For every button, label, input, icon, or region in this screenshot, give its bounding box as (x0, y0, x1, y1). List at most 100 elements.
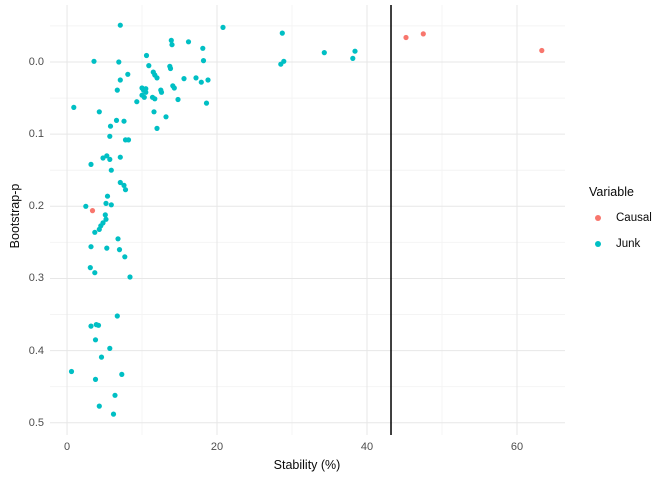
junk-point (104, 193, 111, 199)
junk-point (200, 58, 207, 64)
junk-point (103, 200, 109, 206)
junk-point (83, 203, 89, 209)
junk-point (114, 87, 120, 93)
x-tick-label: 60 (510, 441, 524, 453)
junk-point (158, 89, 165, 95)
causal-point (539, 47, 545, 54)
junk-point (193, 75, 199, 81)
junk-point (167, 65, 174, 72)
junk-point (104, 153, 110, 159)
legend-title: Variable (589, 185, 634, 199)
junk-point (141, 94, 147, 100)
junk-point (116, 59, 122, 65)
junk-point (71, 104, 77, 110)
junk-point (95, 322, 102, 328)
junk-point (321, 50, 327, 56)
junk-point (108, 167, 114, 173)
y-tick-label: 0.5 (28, 416, 44, 429)
y-axis-title: Bootstrap-p (8, 183, 22, 249)
junk-point (103, 216, 109, 222)
junk-point (152, 96, 158, 102)
junk-point (117, 77, 123, 83)
junk-point (112, 392, 118, 398)
junk-point (87, 265, 93, 271)
junk-point (168, 37, 174, 44)
causal-point (403, 34, 409, 41)
junk-point (116, 247, 123, 253)
junk-point (203, 100, 210, 106)
junk-point (198, 79, 204, 85)
x-tick-label: 20 (210, 441, 224, 453)
y-tick-label: 0.2 (28, 200, 44, 213)
junk-point (117, 154, 123, 160)
junk-point (163, 114, 169, 120)
junk-point (171, 85, 177, 91)
junk-point (68, 368, 75, 375)
junk-point-icon (595, 240, 601, 247)
junk-point (350, 55, 356, 62)
junk-point (143, 52, 150, 59)
causal-point-icon (595, 214, 601, 221)
junk-point (125, 71, 131, 77)
junk-point (154, 75, 160, 81)
junk-point (117, 22, 123, 28)
junk-point (107, 123, 114, 129)
junk-point (92, 337, 99, 343)
junk-point (181, 76, 187, 82)
junk-point (200, 45, 206, 51)
junk-point (96, 226, 102, 232)
junk-point (88, 323, 94, 329)
junk-point (108, 202, 114, 208)
junk-point (115, 236, 121, 242)
junk-point (185, 39, 192, 45)
y-tick-label: 0.1 (28, 128, 44, 141)
junk-point (352, 48, 358, 54)
legend: Variable Causal Junk (589, 185, 669, 251)
junk-point (113, 117, 120, 123)
junk-point (117, 179, 123, 186)
junk-point (104, 245, 110, 251)
legend-item-junk: Junk (589, 236, 669, 251)
junk-point (88, 244, 94, 250)
junk-point (151, 109, 157, 115)
junk-point (92, 270, 98, 276)
legend-item-causal: Causal (589, 210, 669, 225)
junk-point (107, 156, 113, 162)
junk-point (96, 109, 102, 115)
junk-point (121, 118, 127, 124)
junk-point (91, 58, 97, 64)
junk-point (98, 354, 105, 360)
junk-point (114, 313, 120, 319)
x-tick-label: 0 (63, 441, 71, 453)
junk-point (110, 411, 117, 417)
junk-point (205, 77, 211, 83)
junk-point (102, 212, 108, 218)
y-tick-label: 0.3 (28, 272, 44, 285)
junk-point (88, 161, 94, 167)
y-tick-label: 0.0 (28, 55, 44, 68)
junk-point (107, 133, 113, 139)
junk-point (146, 63, 152, 69)
junk-point (92, 376, 99, 382)
junk-point (100, 155, 106, 161)
legend-label-causal: Causal (616, 211, 652, 224)
junk-point (96, 403, 102, 409)
junk-point (127, 274, 133, 280)
junk-point (175, 96, 181, 103)
junk-point (279, 30, 285, 36)
x-tick-label: 40 (360, 441, 374, 453)
junk-point (134, 99, 140, 105)
x-axis-title: Stability (%) (273, 458, 341, 472)
junk-point (92, 229, 98, 235)
junk-point (125, 137, 132, 143)
junk-point (121, 182, 127, 188)
junk-point (281, 58, 287, 64)
junk-point (220, 24, 226, 30)
junk-point (122, 187, 129, 193)
legend-label-junk: Junk (616, 237, 641, 250)
junk-point (107, 345, 113, 351)
junk-point (119, 371, 125, 377)
causal-point (420, 31, 426, 37)
junk-point (169, 42, 175, 48)
y-tick-label: 0.4 (28, 344, 44, 357)
